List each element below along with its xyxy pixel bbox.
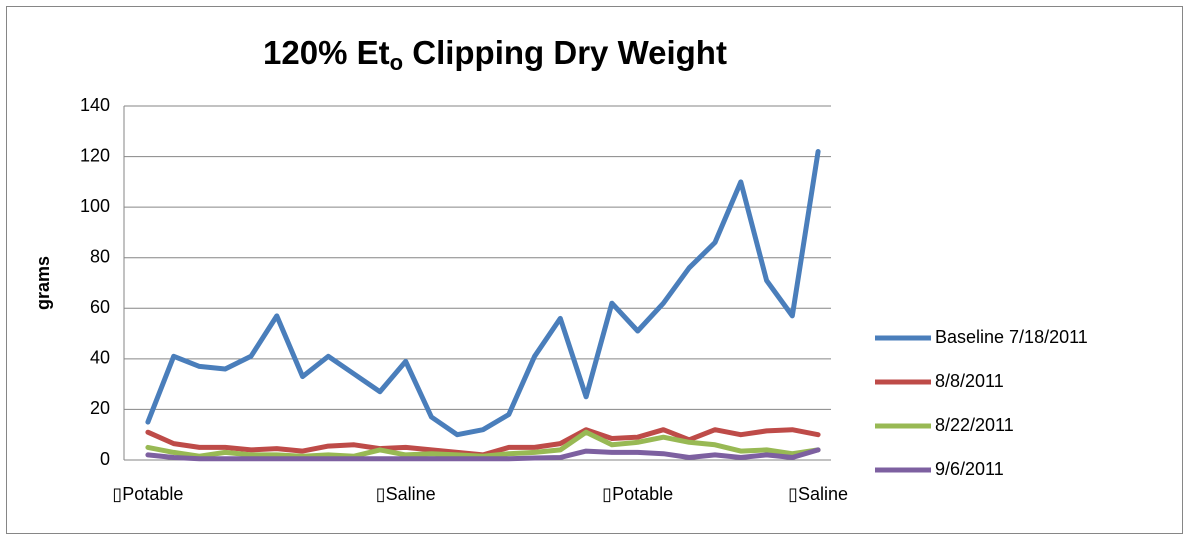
x-tick-label: ▯Saline [788,484,848,504]
legend-label: 9/6/2011 [935,459,1004,479]
data-line [145,149,821,438]
legend-label: 8/8/2011 [935,371,1004,391]
y-tick-label: 80 [90,246,110,266]
legend-label: 8/22/2011 [935,415,1014,435]
y-axis-label: grams [33,256,53,310]
y-tick-label: 100 [80,196,110,216]
y-tick-label: 20 [90,398,110,418]
y-tick-label: 40 [90,348,110,368]
chart-title: 120% Eto Clipping Dry Weight [263,34,727,75]
legend-label: Baseline 7/18/2011 [935,327,1088,347]
x-tick-label: ▯Potable [602,484,673,504]
x-tick-label: ▯Saline [376,484,436,504]
title-text: 120% Et [263,34,390,71]
x-tick-label: ▯Potable [112,484,183,504]
y-tick-label: 60 [90,297,110,317]
y-tick-label: 0 [100,449,110,469]
y-tick-label: 140 [80,95,110,115]
data-line [145,447,821,462]
y-tick-label: 120 [80,145,110,165]
title-subscript: o [390,50,403,75]
title-text: Clipping Dry Weight [403,34,727,71]
